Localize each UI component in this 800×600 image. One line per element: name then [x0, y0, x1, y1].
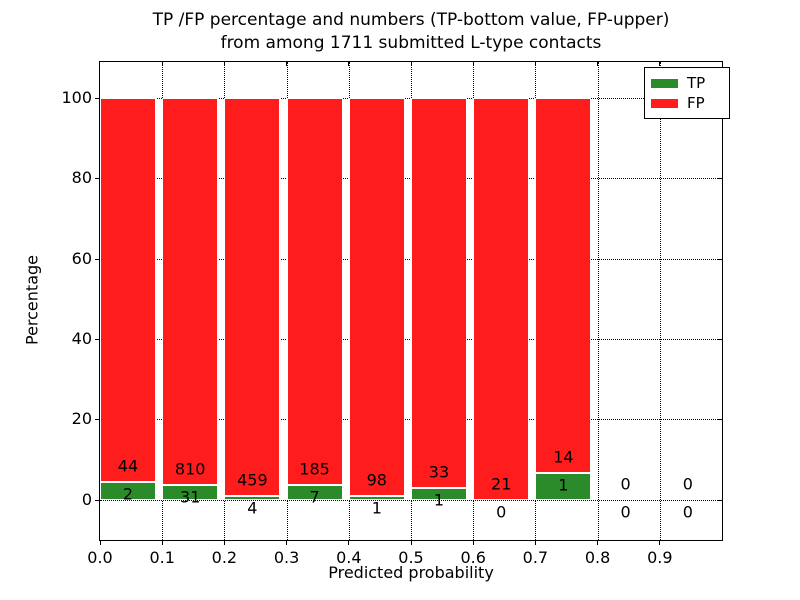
- fp-count-label: 14: [553, 447, 574, 467]
- fp-count-label: 185: [299, 459, 330, 479]
- tp-count-label: 0: [620, 502, 631, 522]
- y-tick-label: 0: [81, 489, 92, 509]
- chart-title: TP /FP percentage and numbers (TP-bottom…: [100, 9, 722, 55]
- fp-count-label: 0: [682, 474, 693, 494]
- legend-row-tp: TP: [651, 73, 723, 93]
- y-tick-mark: [95, 499, 100, 501]
- y-tick-mark: [95, 258, 100, 260]
- x-tick-label: 0.7: [522, 548, 549, 567]
- x-tick-label: 0.5: [398, 548, 424, 567]
- x-axis-label: Predicted probability: [328, 563, 494, 582]
- x-tick-label: 0.8: [584, 548, 611, 567]
- bar-segment-fp: [286, 98, 343, 486]
- fp-count-label: 810: [174, 459, 206, 479]
- x-tick-mark: [410, 540, 412, 545]
- x-tick-mark: [659, 540, 661, 545]
- x-tick-mark: [597, 540, 599, 545]
- y-tick-label: 40: [71, 329, 92, 349]
- fp-count-label: 21: [491, 474, 512, 494]
- bar-segment-tp: [535, 473, 592, 500]
- y-tick-label: 60: [71, 248, 92, 268]
- legend-label-tp: TP: [687, 74, 706, 92]
- x-tick-label: 0.9: [647, 548, 673, 567]
- tp-count-label: 0: [682, 502, 693, 522]
- tp-count-label: 4: [247, 498, 258, 518]
- x-tick-mark: [534, 540, 536, 545]
- x-tick-mark: [99, 540, 101, 545]
- bar-segment-fp: [100, 98, 156, 483]
- y-tick-mark: [95, 98, 100, 100]
- chart-title-line-2: from among 1711 submitted L-type contact…: [220, 33, 602, 53]
- bar-segment-fp: [411, 98, 467, 488]
- x-gridline: [659, 62, 661, 540]
- bar-segment-tp: [411, 488, 467, 500]
- fp-count-label: 98: [366, 470, 387, 490]
- fp-count-label: 33: [428, 462, 450, 482]
- tp-count-label: 1: [558, 475, 569, 495]
- x-tick-label: 0.6: [460, 548, 486, 567]
- tp-swatch-icon: [651, 78, 678, 88]
- bar-segment-tp: [286, 485, 343, 500]
- fp-count-label: 0: [620, 474, 631, 494]
- fp-count-label: 44: [117, 456, 139, 476]
- x-tick-label: 0.2: [211, 548, 238, 567]
- x-tick-mark: [223, 540, 225, 545]
- fp-swatch-icon: [651, 98, 678, 108]
- legend: TP FP: [644, 67, 730, 119]
- y-tick-label: 100: [61, 88, 92, 108]
- x-tick-mark: [286, 540, 288, 545]
- x-tick-label: 0.4: [336, 548, 362, 567]
- legend-label-fp: FP: [687, 94, 705, 112]
- chart-title-line-1: TP /FP percentage and numbers (TP-bottom…: [152, 10, 670, 30]
- legend-row-fp: FP: [651, 93, 723, 113]
- y-axis-label: Percentage: [22, 254, 42, 346]
- bar-segment-fp: [162, 98, 219, 485]
- plot-area: TP FP 0 20 40 60 80 100 0.0 0.1 0.2 0.3 0.4 0.5 0.6 0…: [61, 61, 730, 567]
- bar-segment-fp: [348, 98, 405, 496]
- x-tick-mark: [161, 540, 163, 545]
- bar-segment-tp: [162, 485, 219, 500]
- x-gridline: [597, 62, 599, 540]
- bar-segment-tp: [348, 495, 405, 500]
- y-tick-mark: [95, 419, 100, 421]
- tp-count-label: 2: [122, 484, 134, 504]
- tp-count-label: 7: [309, 487, 320, 507]
- tp-count-label: 1: [371, 498, 382, 518]
- x-tick-label: 0.3: [273, 548, 300, 567]
- x-tick-label: 0.1: [149, 548, 175, 567]
- y-tick-label: 20: [71, 409, 92, 429]
- tp-count-label: 1: [433, 490, 445, 510]
- bar-segment-fp: [473, 98, 530, 500]
- fp-count-label: 459: [237, 470, 268, 490]
- y-tick-label: 80: [71, 168, 92, 188]
- y-tick-mark: [95, 178, 100, 180]
- tp-count-label: 0: [496, 502, 507, 522]
- bar-segment-tp: [224, 496, 281, 500]
- bar-segment-fp: [224, 98, 281, 497]
- y-tick-mark: [95, 339, 100, 341]
- x-tick-mark: [472, 540, 474, 545]
- bar-segment-tp: [100, 482, 156, 500]
- tp-count-label: 31: [180, 487, 201, 507]
- x-tick-mark: [348, 540, 350, 545]
- bar-segment-fp: [535, 98, 592, 474]
- x-tick-label: 0.0: [87, 548, 113, 567]
